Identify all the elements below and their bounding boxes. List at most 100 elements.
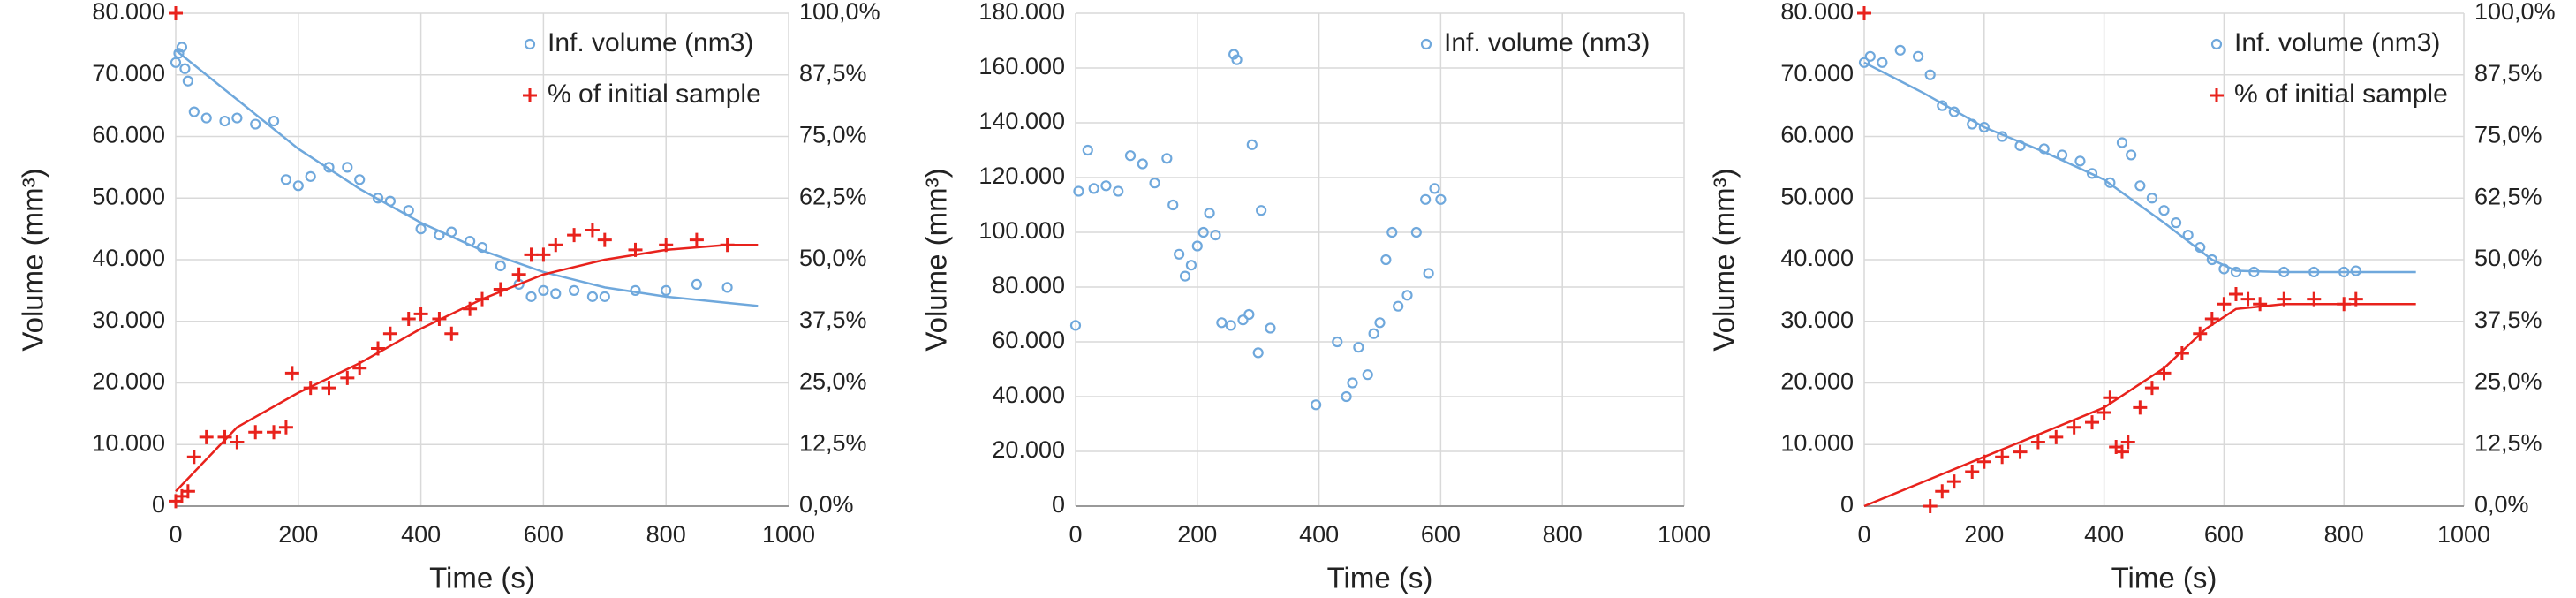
data-point	[1185, 260, 1197, 271]
y2-tick-label: 50,0%	[2474, 245, 2542, 271]
data-point	[586, 291, 599, 302]
data-point	[1243, 308, 1255, 321]
data-point	[2277, 291, 2292, 307]
x-tick-label: 800	[2324, 521, 2364, 548]
data-point	[2174, 346, 2189, 361]
data-point	[432, 311, 447, 326]
data-point	[2158, 205, 2170, 216]
data-point	[1877, 57, 1888, 68]
y-axis-label: Volume (mm³)	[1708, 168, 1741, 351]
data-point	[493, 282, 508, 297]
y-tick-label: 0	[1052, 491, 1065, 518]
y2-tick-label: 12,5%	[2474, 429, 2542, 456]
data-point	[2066, 420, 2081, 435]
data-point	[721, 282, 733, 293]
data-point	[2144, 381, 2159, 396]
data-point	[465, 235, 476, 247]
legend-label: % of initial sample	[2234, 79, 2448, 109]
data-point	[2157, 366, 2172, 381]
data-point	[1246, 139, 1258, 150]
data-point	[446, 226, 457, 238]
data-point	[186, 450, 201, 465]
data-point	[1937, 100, 1948, 111]
data-point	[2038, 143, 2050, 155]
data-point	[548, 238, 563, 253]
data-point	[199, 429, 214, 444]
data-point	[372, 193, 384, 204]
data-point	[2195, 241, 2206, 254]
data-point	[720, 238, 735, 253]
data-point	[1341, 390, 1352, 403]
data-point	[475, 291, 489, 307]
data-point	[2253, 297, 2268, 312]
y-tick-label: 10.000	[92, 429, 165, 456]
data-point	[1113, 185, 1124, 197]
y-tick-label: 20.000	[992, 436, 1065, 463]
data-point	[1167, 199, 1179, 211]
data-point	[2193, 326, 2208, 341]
y-tick-label: 30.000	[92, 307, 165, 333]
y-tick-label: 50.000	[92, 183, 165, 209]
legend-marker	[1420, 38, 1432, 50]
data-point	[1965, 464, 1980, 479]
x-tick-label: 200	[1177, 521, 1217, 548]
legend-marker	[524, 38, 536, 50]
data-point	[550, 288, 562, 299]
x-tick-label: 600	[524, 521, 563, 548]
data-point	[444, 326, 459, 341]
x-tick-label: 0	[1857, 521, 1870, 548]
data-point	[1924, 69, 1936, 80]
data-point	[2278, 266, 2290, 278]
y2-tick-label: 50,0%	[799, 245, 867, 271]
y2-tick-label: 37,5%	[2474, 307, 2542, 333]
data-point	[2350, 265, 2361, 276]
x-tick-label: 1000	[2437, 521, 2490, 548]
data-point	[292, 180, 304, 192]
data-point	[628, 242, 643, 257]
data-point	[1311, 399, 1322, 411]
data-point	[1380, 254, 1392, 266]
data-point	[2116, 137, 2128, 148]
data-point	[1332, 336, 1343, 348]
legend-label: % of initial sample	[548, 79, 761, 109]
y2-tick-label: 87,5%	[799, 60, 867, 87]
data-point	[1353, 342, 1364, 353]
y2-tick-label: 0,0%	[2474, 491, 2529, 518]
data-point	[173, 48, 185, 59]
y2-tick-label: 87,5%	[2474, 60, 2542, 87]
data-point	[2170, 217, 2182, 229]
y-tick-label: 70.000	[1780, 60, 1854, 87]
data-point	[268, 115, 280, 127]
data-point	[2014, 140, 2026, 152]
data-point	[1216, 317, 1228, 329]
data-point	[2240, 291, 2255, 307]
data-point	[2074, 155, 2086, 167]
data-point	[219, 115, 230, 127]
data-point	[1149, 178, 1160, 189]
data-point	[511, 267, 526, 282]
trend-line	[175, 49, 759, 307]
data-point	[1265, 322, 1276, 334]
data-point	[1997, 131, 2008, 142]
data-point	[403, 205, 414, 216]
y-tick-label: 60.000	[992, 327, 1065, 353]
data-point	[2182, 230, 2194, 241]
data-point	[1995, 450, 2010, 465]
data-point	[278, 420, 293, 435]
data-point	[2307, 291, 2322, 307]
data-point	[248, 425, 263, 440]
data-point	[630, 284, 641, 296]
y2-tick-label: 75,0%	[2474, 122, 2542, 148]
x-tick-label: 1000	[762, 521, 815, 548]
data-point	[568, 284, 580, 296]
data-point	[525, 291, 537, 302]
y2-tick-label: 25,0%	[2474, 368, 2542, 395]
data-point	[284, 366, 299, 381]
data-point	[1923, 499, 1938, 513]
x-tick-label: 1000	[1658, 521, 1711, 548]
data-point	[2146, 193, 2158, 204]
data-point	[188, 106, 200, 117]
data-point	[524, 247, 539, 262]
data-point	[2206, 254, 2217, 266]
data-point	[250, 118, 261, 130]
